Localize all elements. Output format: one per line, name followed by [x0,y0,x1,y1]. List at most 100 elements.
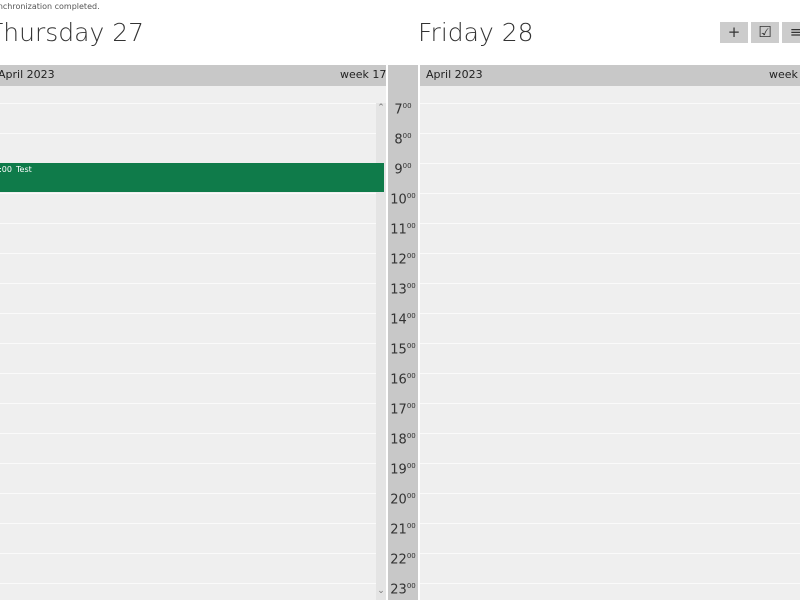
hour-slot[interactable] [0,403,386,433]
hour-label: 1500 [388,342,418,357]
status-text: Synchronization completed. [0,2,100,11]
minutes: 00 [406,282,416,290]
add-button[interactable]: + [720,22,748,43]
hour: 17 [390,402,407,418]
hour-slot[interactable] [0,583,386,600]
minutes: 00 [406,252,416,260]
hour-slot[interactable] [0,253,386,283]
hour: 15 [390,342,407,358]
event-title: Test [16,165,32,174]
hour-slot[interactable] [420,553,800,583]
month-label: April 2023 [0,68,55,81]
hour-slot[interactable] [420,523,800,553]
scroll-up[interactable]: ⌃ [377,103,385,113]
minutes: 00 [406,432,416,440]
hour-label: 700 [388,102,418,117]
hour-label: 1800 [388,432,418,447]
minutes: 00 [406,192,416,200]
day-header [420,65,800,86]
hour-slot[interactable] [420,193,800,223]
hour-label: 1300 [388,282,418,297]
event[interactable]: 9:00 Test [0,163,384,192]
hour-slot[interactable] [0,373,386,403]
hour-label: 1700 [388,402,418,417]
week-label: week 17 [769,68,800,81]
hour-slot[interactable] [0,463,386,493]
hour-label: 2300 [388,582,418,597]
hour-slot[interactable] [0,523,386,553]
hour-label: 800 [388,132,418,147]
minutes: 00 [406,222,416,230]
hour-slot[interactable] [420,433,800,463]
time-header [388,65,418,86]
hour-slot[interactable] [0,283,386,313]
minutes: 00 [406,462,416,470]
minutes: 00 [402,132,412,140]
hour-slot[interactable] [0,133,386,163]
hour-slot[interactable] [420,313,800,343]
hour-label: 1000 [388,192,418,207]
event-time: 9:00 [0,165,12,174]
month-label: April 2023 [426,68,483,81]
hour-label: 1900 [388,462,418,477]
scroll-down[interactable]: ⌄ [377,586,385,596]
minutes: 00 [406,582,416,590]
hour-slot[interactable] [420,373,800,403]
hour: 18 [390,432,407,448]
hour-label: 1100 [388,222,418,237]
hour-slot[interactable] [420,223,800,253]
scrollbar[interactable]: ⌃ ⌄ [376,103,386,600]
hour-slot[interactable] [420,133,800,163]
hour: 9 [394,162,403,178]
hour-slot[interactable] [0,103,386,133]
hour-slot[interactable] [0,193,386,223]
hour-slot[interactable] [0,553,386,583]
hour: 13 [390,282,407,298]
tasks-button[interactable]: ☑ [751,22,779,43]
hour: 14 [390,312,407,328]
hour-slot[interactable] [420,103,800,133]
day-column[interactable] [420,86,800,600]
day-header [0,65,386,86]
hour: 11 [390,222,407,238]
hour-slot[interactable] [420,583,800,600]
hour-label: 1400 [388,312,418,327]
hour: 8 [394,132,403,148]
hour-slot[interactable] [0,313,386,343]
day-title: Thursday 27 [0,18,145,47]
hour-slot[interactable] [0,433,386,463]
hour-slot[interactable] [420,283,800,313]
time-column [388,86,418,600]
hour-slot[interactable] [420,253,800,283]
minutes: 00 [406,372,416,380]
hour-slot[interactable] [420,463,800,493]
hour: 7 [394,102,403,118]
minutes: 00 [406,492,416,500]
minutes: 00 [406,522,416,530]
hour: 22 [390,552,407,568]
filter-button[interactable]: ≡ [782,22,800,43]
hour-label: 2100 [388,522,418,537]
hour-slot[interactable] [420,163,800,193]
day-title: Friday 28 [418,18,534,47]
hour: 10 [390,192,407,208]
minutes: 00 [402,102,412,110]
minutes: 00 [402,162,412,170]
minutes: 00 [406,312,416,320]
hour-slot[interactable] [0,343,386,373]
hour-slot[interactable] [0,223,386,253]
hour-slot[interactable] [0,493,386,523]
hour-label: 1200 [388,252,418,267]
hour-label: 2000 [388,492,418,507]
hour-slot[interactable] [420,343,800,373]
hour: 12 [390,252,407,268]
hour: 19 [390,462,407,478]
hour-slot[interactable] [420,403,800,433]
hour-label: 2200 [388,552,418,567]
hour-slot[interactable] [420,493,800,523]
hour-label: 1600 [388,372,418,387]
hour-label: 900 [388,162,418,177]
hour: 21 [390,522,407,538]
week-label: week 17 [340,68,387,81]
